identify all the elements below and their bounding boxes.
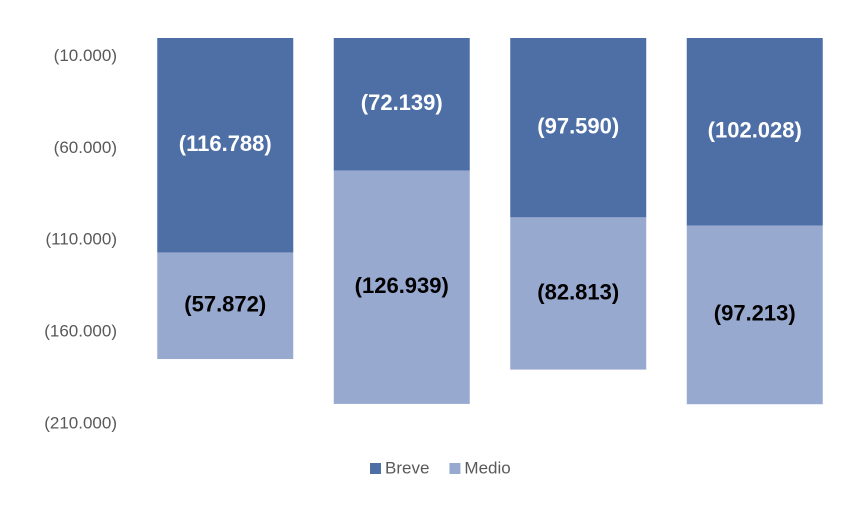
- value-label: (126.939): [355, 273, 449, 298]
- bar-segment: [333, 170, 470, 404]
- value-label: (97.213): [714, 301, 796, 326]
- legend-label: Medio: [464, 458, 510, 477]
- bar-segment: [510, 217, 647, 370]
- legend-swatch: [370, 463, 381, 474]
- y-tick-label: (10.000): [54, 46, 117, 65]
- y-tick-label: (60.000): [54, 138, 117, 157]
- value-label: (97.590): [537, 114, 619, 139]
- y-tick-label: (210.000): [44, 413, 117, 432]
- bar-segment: [157, 252, 294, 360]
- value-label: (116.788): [179, 131, 272, 156]
- legend-label: Breve: [385, 458, 429, 477]
- bar-segment: [157, 38, 294, 253]
- bar-segment: [333, 38, 470, 171]
- legend-swatch: [449, 463, 461, 474]
- value-label: (102.028): [708, 118, 802, 143]
- bar-segment: [686, 38, 823, 226]
- bar-segment: [510, 38, 647, 218]
- value-label: (72.139): [361, 90, 443, 115]
- value-label: (82.813): [537, 279, 619, 304]
- y-tick-label: (110.000): [45, 230, 117, 249]
- bar-segment: [686, 225, 823, 405]
- value-label: (57.872): [184, 292, 266, 317]
- y-tick-label: (160.000): [44, 322, 117, 341]
